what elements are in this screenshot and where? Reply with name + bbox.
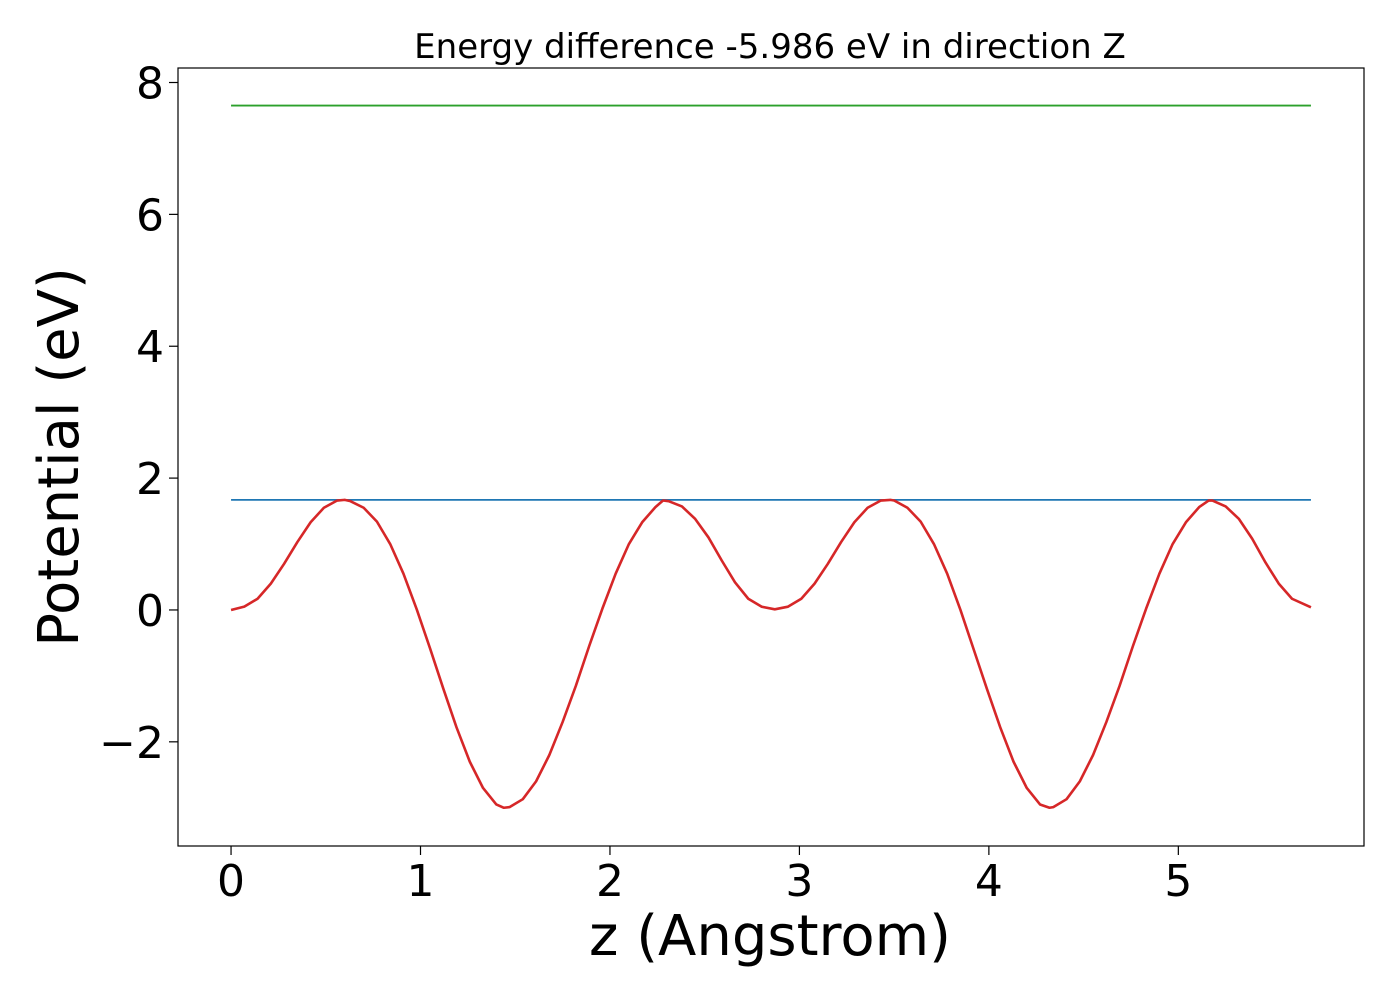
x-tick-label: 2 (596, 856, 624, 907)
y-tick-label: 4 (136, 322, 164, 373)
x-tick-label: 3 (785, 856, 813, 907)
plot-area (230, 104, 1312, 810)
y-axis-label: Potential (eV) (27, 267, 92, 647)
y-tick-label: 0 (136, 586, 164, 637)
x-axis: 0 1 2 3 4 5 (217, 846, 1192, 907)
series-line-3 (230, 498, 1312, 810)
x-tick-label: 0 (217, 856, 245, 907)
y-tick-label: 8 (136, 59, 164, 110)
y-tick-label: 6 (136, 190, 164, 241)
y-tick-label: −2 (99, 718, 164, 769)
y-tick-label: 2 (136, 454, 164, 505)
chart-title: Energy difference -5.986 eV in direction… (414, 27, 1126, 67)
x-tick-label: 5 (1164, 856, 1192, 907)
x-tick-label: 4 (975, 856, 1003, 907)
y-axis: −2 0 2 4 6 8 (99, 59, 178, 769)
plot-frame (177, 67, 1365, 847)
x-tick-label: 1 (407, 856, 435, 907)
x-axis-label: z (Angstrom) (589, 904, 951, 969)
